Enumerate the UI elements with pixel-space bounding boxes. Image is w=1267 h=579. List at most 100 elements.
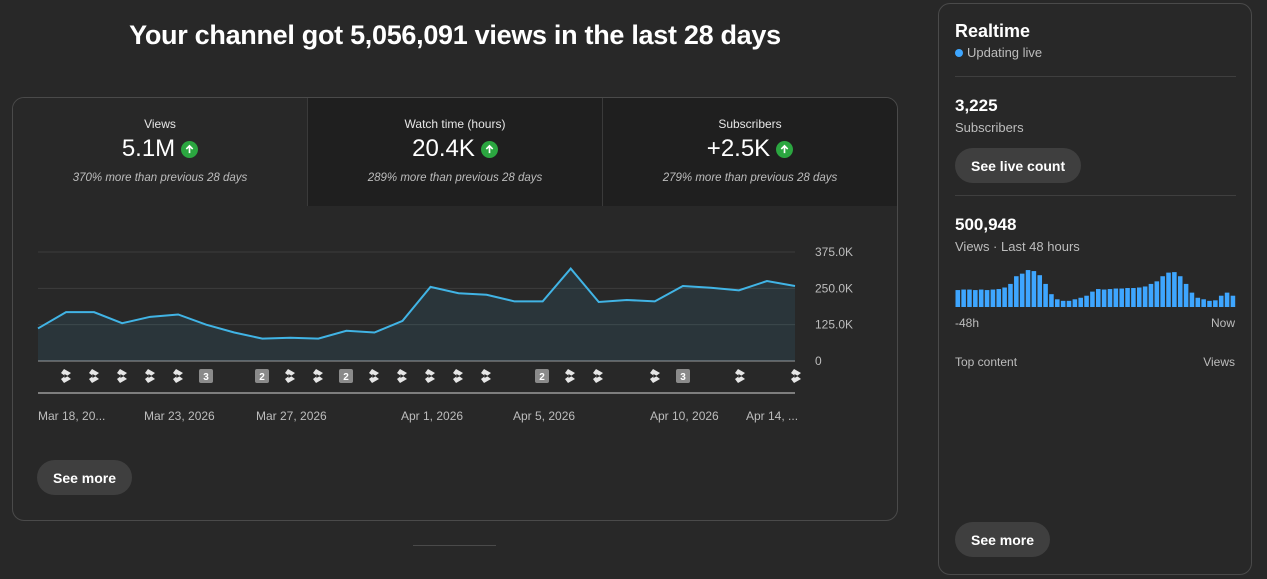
realtime-bar[interactable] <box>1090 291 1095 307</box>
video-count-label: 2 <box>539 372 545 383</box>
live-status-text: Updating live <box>967 45 1043 60</box>
realtime-bar[interactable] <box>1142 286 1148 307</box>
realtime-bar[interactable] <box>1195 297 1201 307</box>
see-more-button[interactable]: See more <box>37 460 133 495</box>
video-count-marker[interactable]: 2 <box>535 369 549 383</box>
channel-analytics-card: Views 5.1M 370% more than previous 28 da… <box>12 97 898 521</box>
subscriber-count: 3,225 <box>955 96 998 115</box>
video-count-marker[interactable]: 2 <box>255 369 269 383</box>
realtime-bar[interactable] <box>1078 297 1083 307</box>
metric-value: 5.1M <box>13 135 307 163</box>
metric-label: Watch time (hours) <box>404 117 506 131</box>
mini-axis-start: -48h <box>955 316 980 330</box>
realtime-bar[interactable] <box>1049 294 1054 307</box>
tab-watch-time[interactable]: Watch time (hours) 20.4K 289% more than … <box>308 98 603 206</box>
realtime-bar[interactable] <box>1031 271 1037 307</box>
shorts-icon[interactable] <box>593 369 603 383</box>
video-count-marker[interactable]: 3 <box>676 369 690 383</box>
shorts-icon[interactable] <box>369 369 379 383</box>
video-count-label: 2 <box>259 372 265 383</box>
realtime-bar[interactable] <box>984 290 990 307</box>
realtime-bar[interactable] <box>1055 299 1060 307</box>
realtime-bar-chart <box>955 270 1236 307</box>
realtime-bar[interactable] <box>1224 292 1230 307</box>
x-tick-label: Apr 14, ... <box>746 409 798 423</box>
realtime-bar[interactable] <box>1113 288 1119 307</box>
realtime-bar[interactable] <box>1166 272 1171 307</box>
realtime-bar[interactable] <box>1043 283 1048 307</box>
video-count-marker[interactable]: 2 <box>339 369 353 383</box>
realtime-bar[interactable] <box>961 289 966 307</box>
x-tick-label: Mar 18, 20... <box>38 409 105 423</box>
realtime-bar[interactable] <box>1037 275 1043 307</box>
realtime-bar[interactable] <box>1218 295 1224 307</box>
shorts-icon[interactable] <box>285 369 295 383</box>
realtime-bar[interactable] <box>1136 287 1142 307</box>
video-count-marker[interactable]: 3 <box>199 369 213 383</box>
y-tick-label: 375.0K <box>815 245 853 259</box>
realtime-bar[interactable] <box>1230 295 1236 307</box>
realtime-bar[interactable] <box>1119 288 1124 307</box>
shorts-icon[interactable] <box>397 369 407 383</box>
shorts-icon[interactable] <box>565 369 575 383</box>
tab-subscribers[interactable]: Subscribers +2.5K 279% more than previou… <box>603 98 897 206</box>
shorts-icon[interactable] <box>61 369 71 383</box>
realtime-bar[interactable] <box>1019 273 1025 307</box>
realtime-bar[interactable] <box>1008 283 1013 307</box>
realtime-bar[interactable] <box>1201 299 1206 307</box>
shorts-icon[interactable] <box>481 369 491 383</box>
shorts-icon[interactable] <box>735 369 745 383</box>
metric-label: Subscribers <box>718 117 782 131</box>
shorts-icon[interactable] <box>425 369 435 383</box>
metric-value: +2.5K <box>603 135 897 163</box>
realtime-bar[interactable] <box>1072 299 1078 307</box>
realtime-bar[interactable] <box>967 289 972 307</box>
shorts-icon[interactable] <box>145 369 155 383</box>
shorts-icon[interactable] <box>313 369 323 383</box>
x-tick-label: Apr 10, 2026 <box>650 409 719 423</box>
realtime-bar[interactable] <box>1183 283 1189 307</box>
tab-views[interactable]: Views 5.1M 370% more than previous 28 da… <box>13 98 308 206</box>
realtime-bar[interactable] <box>996 289 1002 307</box>
realtime-bar[interactable] <box>1025 270 1031 307</box>
shorts-icon[interactable] <box>89 369 99 383</box>
realtime-bar[interactable] <box>978 289 984 307</box>
realtime-bar[interactable] <box>1014 276 1019 307</box>
top-content-views-label: Views <box>1203 355 1235 369</box>
shorts-icon[interactable] <box>791 369 801 383</box>
realtime-bar[interactable] <box>990 289 996 307</box>
realtime-bar[interactable] <box>1131 288 1136 307</box>
realtime-bar[interactable] <box>1096 289 1101 307</box>
realtime-bar[interactable] <box>1177 276 1183 307</box>
see-live-count-button[interactable]: See live count <box>955 148 1082 183</box>
top-content-label: Top content <box>955 355 1018 369</box>
shorts-icon[interactable] <box>650 369 660 383</box>
realtime-bar[interactable] <box>1101 289 1107 307</box>
realtime-bar[interactable] <box>1160 276 1165 307</box>
realtime-see-more-button[interactable]: See more <box>955 522 1051 557</box>
y-tick-label: 125.0K <box>815 318 853 332</box>
shorts-icon[interactable] <box>453 369 463 383</box>
realtime-bar[interactable] <box>1189 292 1195 307</box>
divider <box>955 195 1236 196</box>
realtime-bar[interactable] <box>973 290 978 307</box>
realtime-bar[interactable] <box>1207 300 1212 307</box>
y-tick-label: 0 <box>815 354 822 368</box>
realtime-bar[interactable] <box>955 290 961 307</box>
realtime-bar[interactable] <box>1154 281 1160 307</box>
realtime-bar[interactable] <box>1066 300 1072 307</box>
metric-label: Views <box>144 117 176 131</box>
shorts-icon[interactable] <box>173 369 183 383</box>
realtime-bar[interactable] <box>1125 288 1130 307</box>
realtime-bar[interactable] <box>1213 300 1218 307</box>
realtime-bar[interactable] <box>1002 287 1007 307</box>
realtime-bar[interactable] <box>1172 272 1177 307</box>
realtime-bar[interactable] <box>1107 289 1113 307</box>
live-dot-icon <box>955 48 963 57</box>
shorts-icon[interactable] <box>117 369 127 383</box>
realtime-bar[interactable] <box>1060 300 1066 307</box>
realtime-bar[interactable] <box>1084 295 1089 307</box>
realtime-bar[interactable] <box>1148 283 1154 307</box>
realtime-card: Realtime Updating live 3,225 Subscribers… <box>938 3 1252 575</box>
subscriber-label: Subscribers <box>955 120 1024 135</box>
